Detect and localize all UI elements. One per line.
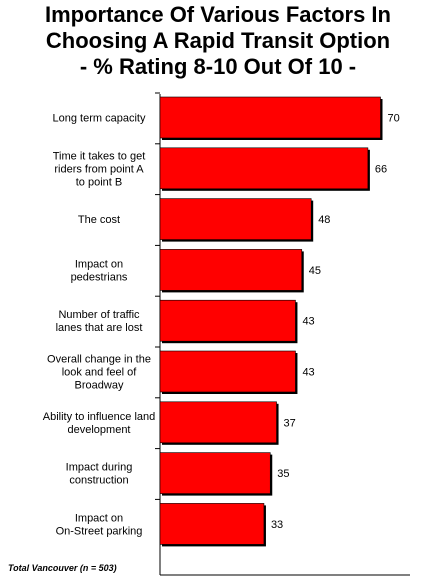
category-label-line: Impact on bbox=[75, 512, 123, 524]
category-label-line: Overall change in the bbox=[47, 354, 151, 366]
category-label-line: Impact during bbox=[66, 462, 133, 474]
bar bbox=[159, 299, 296, 342]
chart-title-line-2: Choosing A Rapid Transit Option bbox=[45, 28, 391, 53]
category-label: Number of traffic lanes that are lost bbox=[56, 309, 143, 334]
chart-title-line-1: Importance Of Various Factors In bbox=[45, 2, 391, 27]
data-label: 37 bbox=[284, 417, 296, 429]
data-label: 70 bbox=[388, 113, 400, 125]
category-label-line: look and feel of bbox=[62, 367, 138, 379]
category-label-line: to point B bbox=[76, 176, 122, 188]
bar bbox=[159, 198, 312, 240]
category-label-line: Impact on bbox=[75, 258, 123, 270]
category-label-line: On-Street parking bbox=[56, 525, 143, 537]
data-label: 48 bbox=[318, 214, 330, 226]
category-label-line: lanes that are lost bbox=[56, 322, 143, 334]
chart-title-line-3: - % Rating 8-10 Out Of 10 - bbox=[79, 54, 357, 79]
data-label: 33 bbox=[271, 519, 283, 531]
bar bbox=[159, 452, 271, 494]
category-label-line: Ability to influence land bbox=[43, 411, 156, 423]
chart-title: Importance Of Various Factors In Choosin… bbox=[0, 2, 436, 80]
bar bbox=[159, 401, 277, 444]
category-label-line: Time it takes to get bbox=[53, 150, 146, 162]
bar bbox=[159, 147, 369, 190]
category-label: Ability to influence land development bbox=[43, 411, 156, 436]
data-label: 45 bbox=[309, 265, 321, 277]
category-label: Impact during construction bbox=[66, 462, 133, 487]
category-label-line: Number of traffic bbox=[58, 309, 140, 321]
category-label-line: Broadway bbox=[75, 380, 124, 392]
sample-size-footnote: Total Vancouver (n = 503) bbox=[8, 563, 117, 573]
bar bbox=[159, 249, 303, 291]
category-label: Long term capacity bbox=[53, 113, 146, 125]
category-label-line: construction bbox=[69, 475, 128, 487]
category-label-line: Long term capacity bbox=[53, 113, 146, 125]
category-label-line: riders from point A bbox=[54, 163, 144, 175]
category-label: Overall change in the look and feel of Bro… bbox=[47, 354, 151, 392]
data-label: 35 bbox=[277, 468, 289, 480]
bar bbox=[159, 350, 296, 393]
data-label: 66 bbox=[375, 163, 387, 175]
category-label: Impact on On-Street parking bbox=[56, 512, 143, 537]
category-label-line: The cost bbox=[78, 214, 120, 226]
category-label: The cost bbox=[78, 214, 120, 226]
data-label: 43 bbox=[302, 316, 314, 328]
bar bbox=[159, 96, 381, 139]
category-label-line: pedestrians bbox=[71, 271, 128, 283]
data-label: 43 bbox=[302, 367, 314, 379]
category-label-line: development bbox=[68, 424, 131, 436]
bar bbox=[159, 503, 265, 545]
chart-plot-area: 70 Long term capacity 66 Time it takes to g… bbox=[43, 92, 410, 576]
category-label: Impact on pedestrians bbox=[71, 258, 128, 283]
